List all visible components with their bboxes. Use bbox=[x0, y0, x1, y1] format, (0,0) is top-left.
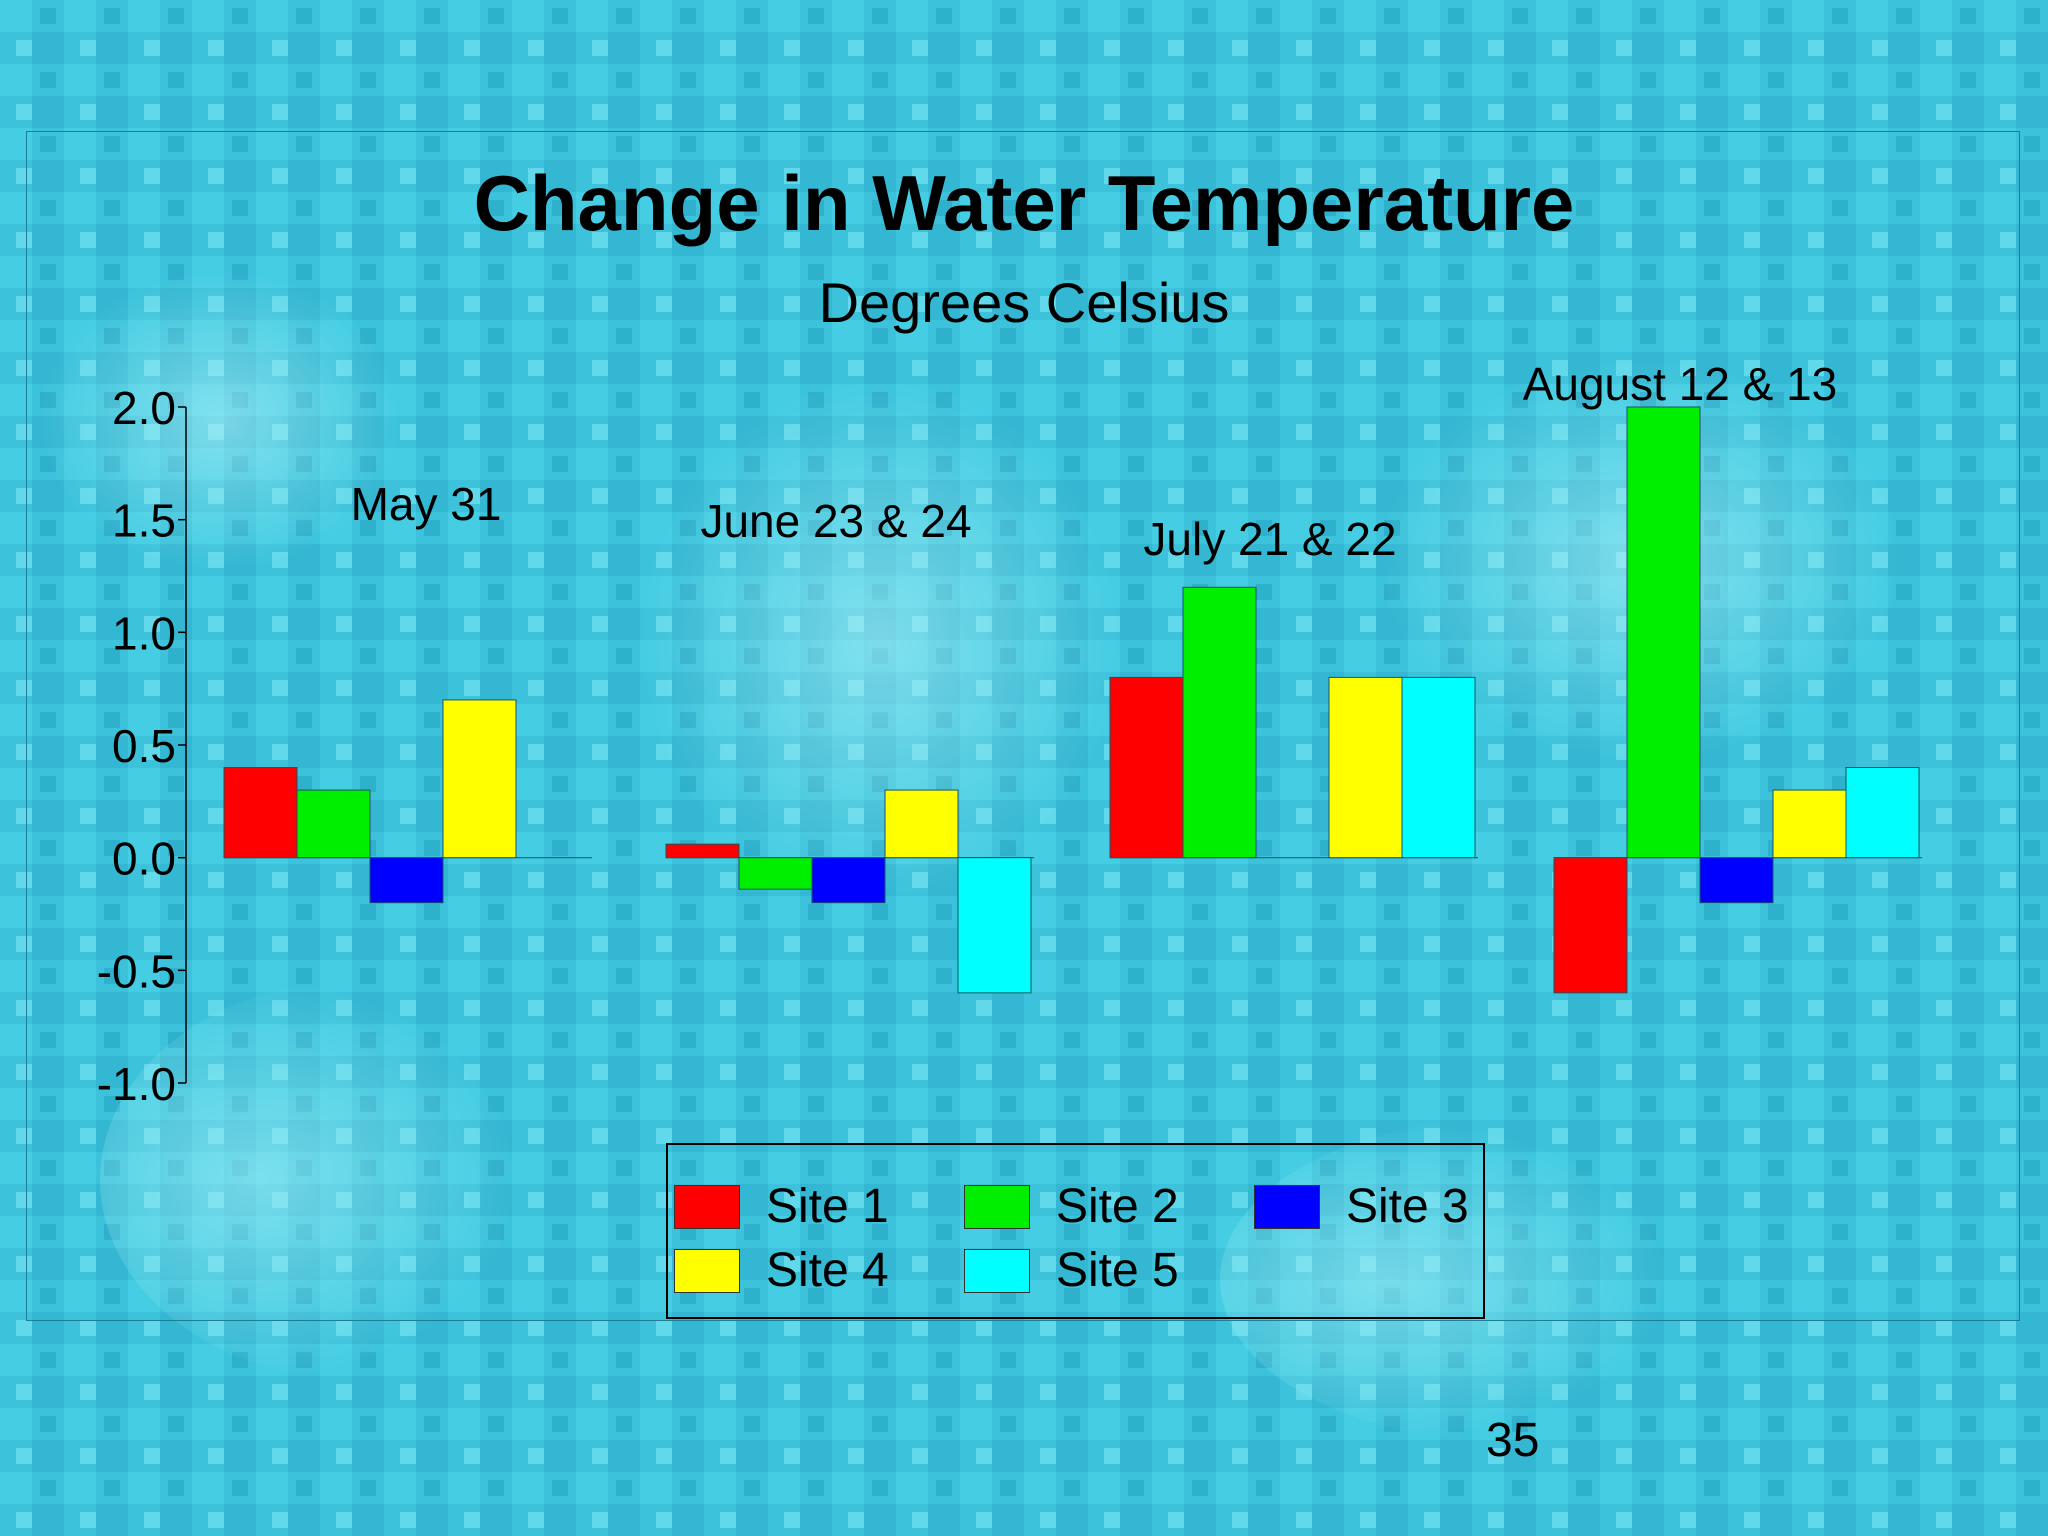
bar-site-1-4 bbox=[1553, 857, 1628, 994]
chart-subtitle: Degrees Celsius bbox=[818, 271, 1230, 334]
legend-label: Site 2 bbox=[1056, 1180, 1179, 1233]
bar-site-3-4 bbox=[1699, 857, 1774, 904]
bar-site-5-3 bbox=[1401, 676, 1476, 859]
bar-site-2-1 bbox=[296, 789, 371, 859]
bar-site-1-2 bbox=[665, 843, 740, 859]
bar-site-4-4 bbox=[1772, 789, 1847, 859]
legend-label: Site 1 bbox=[766, 1180, 889, 1233]
legend-swatch bbox=[674, 1249, 740, 1293]
bar-site-2-4 bbox=[1626, 406, 1701, 859]
category-label: June 23 & 24 bbox=[700, 495, 971, 547]
bar-site-4-1 bbox=[442, 699, 517, 859]
legend-label: Site 5 bbox=[1056, 1244, 1179, 1297]
chart-legend: Site 1 Site 2 Site 3 Site 4 Site 5 bbox=[666, 1143, 1485, 1319]
y-tick-label: 1.0 bbox=[112, 607, 176, 659]
category-label: May 31 bbox=[351, 478, 502, 530]
bar-site-5-2 bbox=[957, 857, 1032, 994]
bar-site-1-1 bbox=[223, 767, 298, 859]
legend-swatch bbox=[964, 1185, 1030, 1229]
bar-site-3-1 bbox=[369, 857, 444, 904]
legend-swatch bbox=[964, 1249, 1030, 1293]
legend-swatch bbox=[674, 1185, 740, 1229]
legend-swatch bbox=[1254, 1185, 1320, 1229]
bar-site-1-3 bbox=[1109, 676, 1184, 859]
bar-site-5-4 bbox=[1845, 767, 1920, 859]
y-tick-label: 1.5 bbox=[112, 495, 176, 547]
y-tick-label: 0.5 bbox=[112, 720, 176, 772]
bar-site-2-2 bbox=[738, 857, 813, 890]
chart-title: Change in Water Temperature bbox=[473, 159, 1575, 247]
y-tick-label: 0.0 bbox=[112, 833, 176, 885]
page-number: 35 bbox=[1486, 1414, 1540, 1467]
y-tick-label: 2.0 bbox=[112, 382, 176, 434]
y-tick-label: -0.5 bbox=[97, 945, 176, 997]
bar-site-2-3 bbox=[1182, 586, 1257, 859]
bar-site-3-2 bbox=[811, 857, 886, 904]
legend-label: Site 3 bbox=[1346, 1180, 1469, 1233]
category-label: August 12 & 13 bbox=[1523, 358, 1838, 410]
legend-label: Site 4 bbox=[766, 1244, 889, 1297]
bar-site-4-3 bbox=[1328, 676, 1403, 859]
bar-site-4-2 bbox=[884, 789, 959, 859]
chart-frame bbox=[26, 131, 2020, 1321]
y-tick-label: -1.0 bbox=[97, 1058, 176, 1110]
category-label: July 21 & 22 bbox=[1143, 513, 1396, 565]
